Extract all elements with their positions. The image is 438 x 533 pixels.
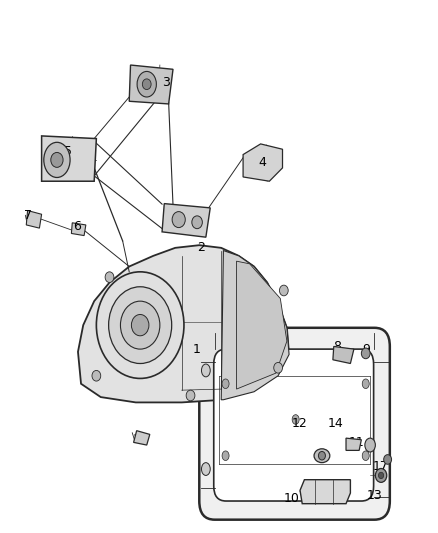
Ellipse shape [172,212,185,228]
Ellipse shape [137,71,156,97]
Ellipse shape [109,287,172,364]
Text: 6: 6 [73,220,81,233]
Polygon shape [243,144,283,181]
Ellipse shape [222,451,229,461]
Polygon shape [237,261,287,389]
Ellipse shape [292,415,299,424]
Ellipse shape [192,216,202,229]
Text: 8: 8 [333,340,341,353]
Ellipse shape [201,364,210,377]
Ellipse shape [96,272,184,378]
FancyBboxPatch shape [214,349,374,501]
Ellipse shape [361,348,370,359]
Ellipse shape [131,314,149,336]
Text: 11: 11 [349,436,365,449]
Ellipse shape [279,285,288,296]
Ellipse shape [314,449,330,463]
Text: 3: 3 [162,76,170,89]
Ellipse shape [378,472,384,479]
Text: 4: 4 [259,156,267,169]
Ellipse shape [362,379,369,389]
Ellipse shape [44,142,70,177]
Ellipse shape [105,272,114,282]
Text: 1: 1 [193,343,201,356]
Ellipse shape [375,469,387,482]
Text: 9: 9 [362,343,370,356]
Text: 17: 17 [373,460,389,473]
Ellipse shape [384,455,392,464]
Text: 14: 14 [327,417,343,430]
Polygon shape [134,431,150,445]
Polygon shape [346,438,361,450]
Polygon shape [78,245,289,402]
Text: 10: 10 [283,492,299,505]
Polygon shape [42,136,96,181]
Ellipse shape [362,451,369,461]
Text: 5: 5 [64,146,72,158]
FancyBboxPatch shape [199,328,390,520]
Ellipse shape [186,390,195,401]
Polygon shape [71,223,86,236]
Polygon shape [162,204,210,237]
Polygon shape [221,251,289,400]
Ellipse shape [365,438,375,452]
Ellipse shape [274,362,283,373]
Polygon shape [129,65,173,104]
Ellipse shape [51,152,63,167]
Ellipse shape [318,451,325,460]
Polygon shape [333,346,354,364]
Text: 2: 2 [198,241,205,254]
Text: 15: 15 [132,433,148,446]
Ellipse shape [92,370,101,381]
Ellipse shape [201,463,210,475]
Polygon shape [26,211,42,228]
Polygon shape [300,480,350,504]
Ellipse shape [222,379,229,389]
Text: 12: 12 [292,417,308,430]
Ellipse shape [142,79,151,90]
Text: 13: 13 [367,489,382,502]
Ellipse shape [120,301,160,349]
Text: 7: 7 [25,209,32,222]
